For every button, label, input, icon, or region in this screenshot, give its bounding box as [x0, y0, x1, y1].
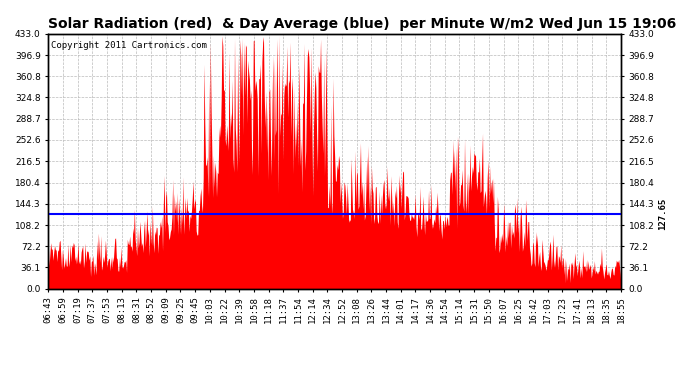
- Text: Solar Radiation (red)  & Day Average (blue)  per Minute W/m2 Wed Jun 15 19:06: Solar Radiation (red) & Day Average (blu…: [48, 17, 677, 31]
- Text: Copyright 2011 Cartronics.com: Copyright 2011 Cartronics.com: [51, 41, 207, 50]
- Text: 127.65: 127.65: [658, 198, 667, 230]
